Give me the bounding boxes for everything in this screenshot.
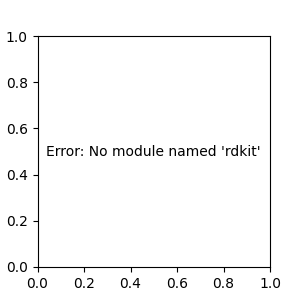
Text: Error: No module named 'rdkit': Error: No module named 'rdkit' bbox=[46, 145, 261, 158]
